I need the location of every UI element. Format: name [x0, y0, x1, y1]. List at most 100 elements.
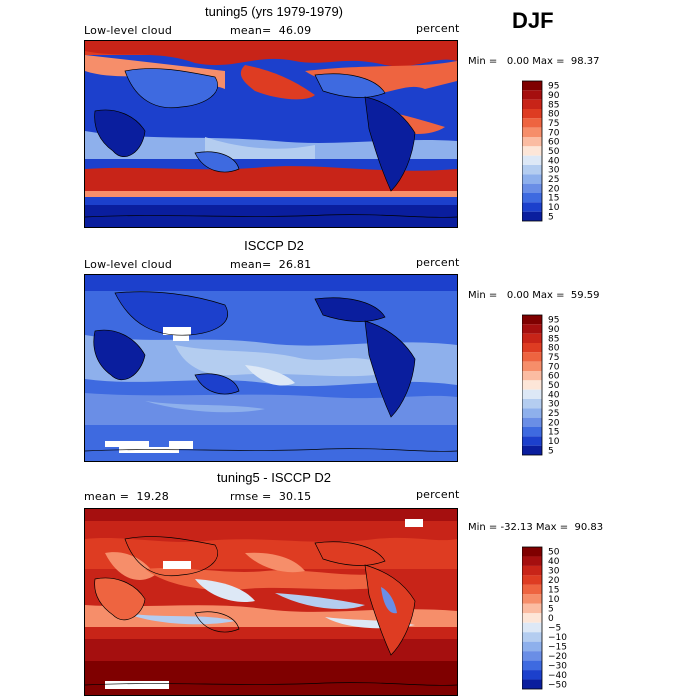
- colorbar-label: 15: [548, 194, 559, 204]
- colorbar-label: 30: [548, 567, 560, 577]
- colorbar-label: 30: [548, 166, 560, 176]
- panel-1-map: [84, 40, 458, 228]
- colorbar-label: 60: [548, 138, 560, 148]
- colorbar-swatch: [522, 408, 542, 418]
- colorbar-label: 60: [548, 372, 560, 382]
- colorbar-label: 5: [548, 212, 554, 222]
- colorbar-label: 85: [548, 334, 559, 344]
- colorbar-label: 5: [548, 605, 554, 615]
- colorbar-label: 90: [548, 325, 560, 335]
- panel-1-colorbar: 95 90 85 80 75 70 60 50 40 30 25 20 15 10 5: [522, 80, 582, 222]
- colorbar-swatch: [522, 584, 542, 595]
- colorbar-label: 50: [548, 548, 560, 558]
- colorbar-border: [522, 546, 543, 690]
- colorbar-swatch: [522, 361, 542, 371]
- colorbar-label: 25: [548, 409, 559, 419]
- colorbar-swatch: [522, 417, 542, 427]
- panel-2-minmax: Min = 0.00 Max = 59.59: [468, 290, 600, 301]
- colorbar-swatch: [522, 333, 542, 343]
- colorbar-swatch: [522, 155, 542, 165]
- colorbar-swatch: [522, 427, 542, 437]
- colorbar-label: 50: [548, 381, 560, 391]
- colorbar-label: 10: [548, 595, 560, 605]
- panel-2-map: [84, 274, 458, 462]
- panel-2-colorbar: 95 90 85 80 75 70 60 50 40 30 25 20 15 10 5: [522, 314, 582, 456]
- colorbar-label: 85: [548, 100, 559, 110]
- colorbar-border: [522, 314, 543, 456]
- panel-1-title: tuning5 (yrs 1979-1979): [204, 4, 344, 19]
- colorbar-swatch: [522, 118, 542, 128]
- colorbar-label: −40: [548, 671, 567, 681]
- colorbar-swatch: [522, 445, 542, 455]
- colorbar-label: 20: [548, 184, 560, 194]
- colorbar-label: 40: [548, 156, 560, 166]
- colorbar-swatch: [522, 211, 542, 221]
- panel-3-colorbar: 50 40 30 20 15 10 5 0 −5 −10 −15 −20 −30 −40 −50: [522, 546, 582, 690]
- colorbar-swatch: [522, 146, 542, 156]
- colorbar-label: 95: [548, 316, 559, 326]
- colorbar-label: 80: [548, 110, 560, 120]
- colorbar-label: 70: [548, 128, 560, 138]
- colorbar-swatch: [522, 81, 542, 91]
- colorbar-swatch: [522, 651, 542, 661]
- panel-1-minmax: Min = 0.00 Max = 98.37: [468, 56, 600, 67]
- colorbar-swatch: [522, 165, 542, 175]
- colorbar-label: 10: [548, 203, 560, 213]
- colorbar-label: 70: [548, 362, 560, 372]
- colorbar-swatch: [522, 436, 542, 446]
- colorbar-label: 20: [548, 418, 560, 428]
- colorbar-swatch: [522, 670, 542, 680]
- colorbar-swatch: [522, 575, 542, 585]
- colorbar-swatch: [522, 90, 542, 100]
- colorbar-label: 20: [548, 576, 560, 586]
- colorbar-label: 90: [548, 91, 560, 101]
- colorbar-label: 40: [548, 390, 560, 400]
- colorbar-swatch: [522, 594, 542, 604]
- colorbar-swatch: [522, 547, 542, 557]
- colorbar-swatch: [522, 193, 542, 203]
- colorbar-label: 10: [548, 437, 560, 447]
- colorbar-swatch: [522, 641, 542, 652]
- panel-2-mean-label: mean= 26.81: [230, 258, 312, 271]
- colorbar-swatch: [522, 352, 542, 362]
- colorbar-swatch: [522, 603, 542, 614]
- season-label: DJF: [512, 8, 554, 33]
- colorbar-label: 0: [548, 614, 554, 624]
- colorbar-label: 25: [548, 175, 559, 185]
- colorbar-swatch: [522, 565, 542, 576]
- colorbar-label: 75: [548, 353, 559, 363]
- colorbar-swatch: [522, 371, 542, 381]
- panel-2-units-label: percent: [416, 256, 460, 269]
- colorbar-swatch: [522, 399, 542, 409]
- panel-1-variable-label: Low-level cloud: [84, 24, 173, 37]
- colorbar-label: −5: [548, 623, 561, 633]
- colorbar-label: −30: [548, 661, 567, 671]
- colorbar-label: 40: [548, 557, 560, 567]
- colorbar-swatch: [522, 622, 542, 633]
- panel-3-units-label: percent: [416, 488, 460, 501]
- colorbar-swatch: [522, 324, 542, 334]
- panel-2-title: ISCCP D2: [244, 238, 304, 253]
- colorbar-label: 75: [548, 119, 559, 129]
- panel-3-map: [84, 508, 458, 696]
- colorbar-swatch: [522, 632, 542, 642]
- colorbar-swatch: [522, 174, 542, 184]
- colorbar-swatch: [522, 202, 542, 212]
- colorbar-swatch: [522, 127, 542, 137]
- colorbar-label: −50: [548, 680, 567, 690]
- colorbar-label: 50: [548, 147, 560, 157]
- colorbar-swatch: [522, 109, 542, 119]
- colorbar-swatch: [522, 613, 542, 623]
- panel-3-title: tuning5 - ISCCP D2: [217, 470, 331, 485]
- colorbar-label: −15: [548, 642, 567, 652]
- colorbar-label: −10: [548, 633, 567, 643]
- colorbar-label: 15: [548, 586, 559, 596]
- colorbar-swatch: [522, 315, 542, 325]
- colorbar-border: [522, 80, 543, 222]
- panel-3-minmax: Min = -32.13 Max = 90.83: [468, 522, 604, 533]
- colorbar-swatch: [522, 99, 542, 109]
- panel-2-variable-label: Low-level cloud: [84, 258, 173, 271]
- colorbar-swatch: [522, 679, 542, 689]
- colorbar-swatch: [522, 343, 542, 353]
- colorbar-swatch: [522, 183, 542, 193]
